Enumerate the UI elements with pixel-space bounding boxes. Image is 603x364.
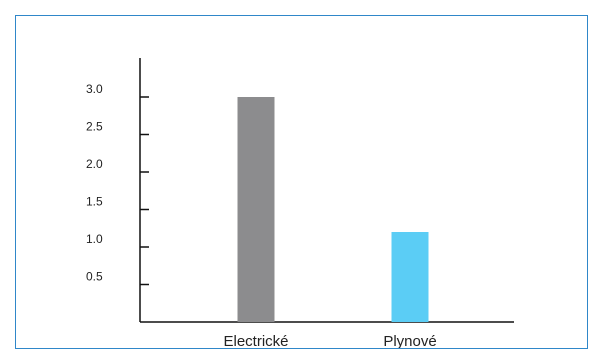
y-tick-label: 1.0	[86, 232, 103, 246]
y-tick-label: 3.0	[86, 82, 103, 96]
y-tick-label: 0.5	[86, 270, 103, 284]
bar-2	[391, 232, 429, 322]
y-ticks: 0.5 1.0 1.5 2.0 2.5 3.0	[86, 82, 149, 286]
x-labels: Electrické Plynové	[223, 333, 436, 348]
y-tick-label: 1.5	[86, 195, 103, 209]
y-tick-label: 2.0	[86, 157, 103, 171]
bars	[237, 97, 429, 322]
y-tick-label: 2.5	[86, 120, 103, 134]
category-label: Plynové	[383, 333, 436, 348]
category-label: Electrické	[223, 333, 288, 348]
bar-chart: 0.5 1.0 1.5 2.0 2.5 3.0 Electrické Plynové	[86, 58, 514, 348]
axes	[139, 58, 514, 323]
chart-frame: 0.5 1.0 1.5 2.0 2.5 3.0 Electrické Plynové	[15, 15, 588, 349]
bar-1	[237, 97, 275, 322]
